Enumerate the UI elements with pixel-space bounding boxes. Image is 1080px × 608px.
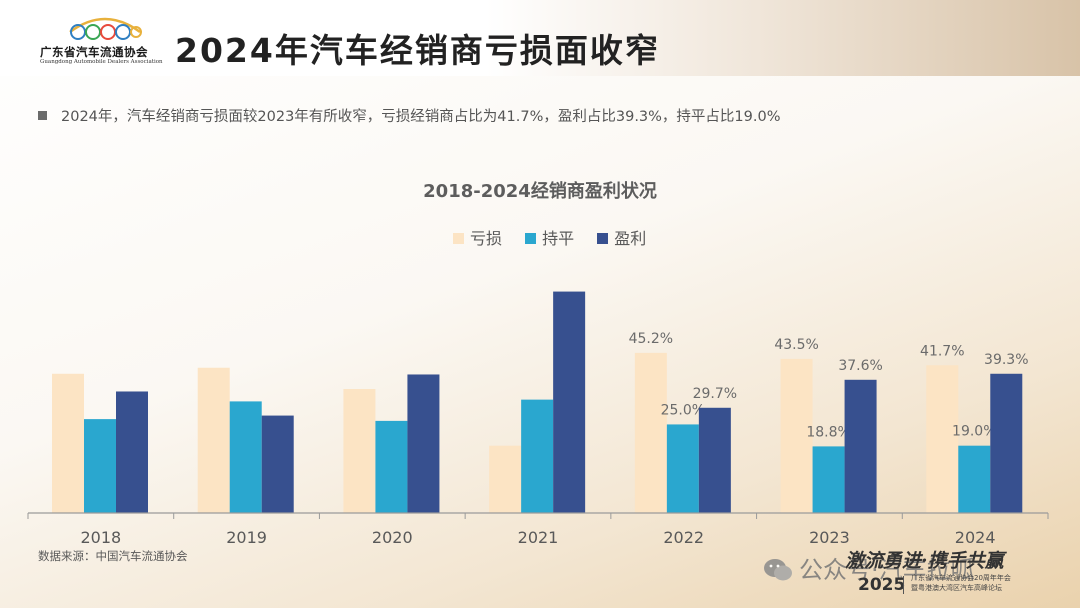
bar-flat-2020 [375,420,408,513]
bar-loss-2024 [926,365,959,513]
x-tick-label-2022: 2022 [663,528,704,547]
wechat-account: 公众号·汽车拉呱 [799,556,975,584]
summary-line: 2024年，汽车经销商亏损面较2023年有所收窄，亏损经销商占比为41.7%，盈… [38,105,781,126]
data-source: 数据来源：中国汽车流通协会 [38,549,188,563]
wechat-watermark: 公众号·汽车拉呱 [763,550,975,585]
chart-title: 2018-2024经销商盈利状况 [423,181,657,202]
page-title: 2024年汽车经销商亏损面收窄 [175,31,660,70]
bar-loss-2018 [52,373,84,513]
legend-swatch-flat [525,233,537,244]
bar-profit-2018 [116,391,148,513]
data-label-flat-2023: 18.8% [806,424,850,440]
bar-loss-2023 [780,358,813,513]
bar-loss-2021 [489,445,522,513]
footer-org: 广东省汽车流通协会20周年年会 暨粤港澳大湾区汽车高峰论坛 [911,573,1011,593]
bar-loss-2020 [343,389,376,513]
association-name-en: Guangdong Automobile Dealers Association [40,59,163,65]
legend-item-loss: 亏损 [453,225,502,249]
bar-profit-2019 [261,415,294,513]
wechat-icon [764,559,792,581]
footer-year: 2025 [858,575,906,595]
bar-loss-2022 [634,352,667,513]
data-label-flat-2022: 25.0% [661,402,705,418]
x-tick-label-2019: 2019 [226,528,267,547]
data-label-loss-2024: 41.7% [920,343,964,359]
footer-org-line1: 广东省汽车流通协会20周年年会 [911,574,1011,582]
header-band: 广东省汽车流通协会 Guangdong Automobile Dealers A… [0,0,1080,76]
bar-profit-2023 [844,379,877,513]
data-label-loss-2022: 45.2% [629,331,673,347]
legend-item-profit: 盈利 [597,225,646,249]
bar-flat-2019 [229,401,262,513]
bar-flat-2022 [666,424,699,513]
bar-flat-2021 [521,399,554,513]
x-tick-label-2023: 2023 [809,528,850,547]
bar-profit-2024 [990,373,1023,513]
bar-flat-2024 [958,445,991,513]
legend-item-flat: 持平 [525,225,574,249]
legend-swatch-loss [453,233,464,244]
data-label-profit-2023: 37.6% [838,358,882,374]
association-logo: 广东省汽车流通协会 Guangdong Automobile Dealers A… [18,10,178,70]
legend-label-flat: 持平 [542,229,575,248]
bar-flat-2023 [812,446,845,513]
chart-legend: 亏损 持平 盈利 [453,225,664,249]
bar-profit-2020 [407,374,440,513]
data-label-profit-2022: 29.7% [693,386,737,402]
legend-swatch-profit [597,233,609,244]
x-tick-label-2018: 2018 [80,528,121,547]
data-label-loss-2023: 43.5% [774,337,818,353]
legend-label-profit: 盈利 [614,229,647,248]
summary-text: 2024年，汽车经销商亏损面较2023年有所收窄，亏损经销商占比为41.7%，盈… [61,109,781,125]
x-tick-label-2021: 2021 [518,528,559,547]
footer-org-line2: 暨粤港澳大湾区汽车高峰论坛 [911,584,1002,592]
bar-loss-2019 [197,367,230,513]
square-bullet-icon [38,111,47,120]
bar-profit-2021 [553,291,586,513]
footer-divider [903,576,904,594]
logo-rings-icon [69,17,142,40]
bar-flat-2018 [84,419,116,513]
legend-label-loss: 亏损 [470,229,503,248]
association-name: 广东省汽车流通协会 [40,45,148,59]
event-slogan: 激流勇进·携手共赢 [845,550,1004,572]
data-label-profit-2024: 39.3% [984,352,1028,368]
x-tick-label-2024: 2024 [955,528,996,547]
data-label-flat-2024: 19.0% [952,424,996,440]
bar-profit-2022 [698,407,731,513]
x-tick-label-2020: 2020 [372,528,413,547]
